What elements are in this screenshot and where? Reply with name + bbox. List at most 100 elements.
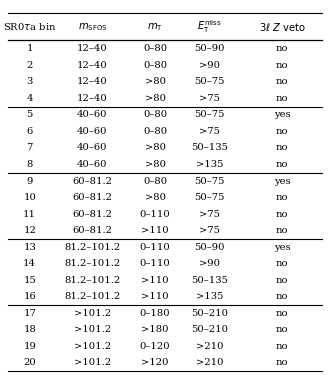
- Text: >210: >210: [196, 342, 223, 351]
- Text: 50–75: 50–75: [194, 177, 225, 186]
- Text: 7: 7: [26, 143, 33, 152]
- Text: $m_{\rm T}$: $m_{\rm T}$: [147, 21, 163, 33]
- Text: 12–40: 12–40: [77, 77, 108, 86]
- Text: 5: 5: [26, 110, 33, 119]
- Text: 60–81.2: 60–81.2: [72, 226, 113, 235]
- Text: no: no: [276, 94, 288, 103]
- Text: >135: >135: [196, 160, 223, 169]
- Text: 40–60: 40–60: [77, 110, 108, 119]
- Text: 0–180: 0–180: [140, 309, 170, 318]
- Text: >110: >110: [141, 292, 169, 301]
- Text: 81.2–101.2: 81.2–101.2: [64, 292, 120, 301]
- Text: no: no: [276, 193, 288, 202]
- Text: 12–40: 12–40: [77, 61, 108, 70]
- Text: 81.2–101.2: 81.2–101.2: [64, 259, 120, 268]
- Text: 0–80: 0–80: [143, 110, 167, 119]
- Text: 16: 16: [23, 292, 36, 301]
- Text: 0–110: 0–110: [140, 243, 171, 252]
- Text: 60–81.2: 60–81.2: [72, 209, 113, 218]
- Text: no: no: [276, 61, 288, 70]
- Text: 3: 3: [26, 77, 33, 86]
- Text: 0–80: 0–80: [143, 44, 167, 53]
- Text: 9: 9: [26, 177, 33, 186]
- Text: 0–80: 0–80: [143, 127, 167, 136]
- Text: 20: 20: [23, 358, 36, 367]
- Text: 19: 19: [23, 342, 36, 351]
- Text: no: no: [276, 44, 288, 53]
- Text: 15: 15: [23, 276, 36, 285]
- Text: 50–210: 50–210: [191, 325, 228, 335]
- Text: >110: >110: [141, 276, 169, 285]
- Text: 50–75: 50–75: [194, 110, 225, 119]
- Text: >75: >75: [199, 226, 220, 235]
- Text: 50–90: 50–90: [194, 243, 225, 252]
- Text: >120: >120: [141, 358, 169, 367]
- Text: >101.2: >101.2: [74, 309, 111, 318]
- Text: yes: yes: [274, 110, 290, 119]
- Text: no: no: [276, 143, 288, 152]
- Text: no: no: [276, 325, 288, 335]
- Text: 40–60: 40–60: [77, 160, 108, 169]
- Text: SR0$\tau$a bin: SR0$\tau$a bin: [3, 21, 56, 33]
- Text: 40–60: 40–60: [77, 127, 108, 136]
- Text: >75: >75: [199, 127, 220, 136]
- Text: no: no: [276, 292, 288, 301]
- Text: 50–90: 50–90: [194, 44, 225, 53]
- Text: no: no: [276, 77, 288, 86]
- Text: >80: >80: [145, 193, 166, 202]
- Text: 0–80: 0–80: [143, 61, 167, 70]
- Text: 50–210: 50–210: [191, 309, 228, 318]
- Text: 17: 17: [23, 309, 36, 318]
- Text: 18: 18: [23, 325, 36, 335]
- Text: >75: >75: [199, 209, 220, 218]
- Text: >80: >80: [145, 77, 166, 86]
- Text: >75: >75: [199, 94, 220, 103]
- Text: 50–75: 50–75: [194, 193, 225, 202]
- Text: no: no: [276, 276, 288, 285]
- Text: >90: >90: [199, 61, 220, 70]
- Text: 4: 4: [26, 94, 33, 103]
- Text: 0–110: 0–110: [140, 259, 171, 268]
- Text: 0–120: 0–120: [140, 342, 170, 351]
- Text: >80: >80: [145, 94, 166, 103]
- Text: $E_{\rm T}^{\rm miss}$: $E_{\rm T}^{\rm miss}$: [197, 19, 222, 35]
- Text: 50–135: 50–135: [191, 276, 228, 285]
- Text: no: no: [276, 342, 288, 351]
- Text: 60–81.2: 60–81.2: [72, 193, 113, 202]
- Text: 60–81.2: 60–81.2: [72, 177, 113, 186]
- Text: yes: yes: [274, 243, 290, 252]
- Text: no: no: [276, 226, 288, 235]
- Text: $m_{\rm SFOS}$: $m_{\rm SFOS}$: [78, 21, 107, 33]
- Text: 81.2–101.2: 81.2–101.2: [64, 243, 120, 252]
- Text: 14: 14: [23, 259, 36, 268]
- Text: 8: 8: [26, 160, 33, 169]
- Text: 12–40: 12–40: [77, 44, 108, 53]
- Text: $3\ell$ $Z$ veto: $3\ell$ $Z$ veto: [258, 21, 306, 33]
- Text: no: no: [276, 259, 288, 268]
- Text: 13: 13: [23, 243, 36, 252]
- Text: 50–75: 50–75: [194, 77, 225, 86]
- Text: >80: >80: [145, 160, 166, 169]
- Text: 10: 10: [23, 193, 36, 202]
- Text: >135: >135: [196, 292, 223, 301]
- Text: 12–40: 12–40: [77, 94, 108, 103]
- Text: 1: 1: [26, 44, 33, 53]
- Text: >101.2: >101.2: [74, 325, 111, 335]
- Text: 50–135: 50–135: [191, 143, 228, 152]
- Text: 12: 12: [23, 226, 36, 235]
- Text: >101.2: >101.2: [74, 342, 111, 351]
- Text: >210: >210: [196, 358, 223, 367]
- Text: >180: >180: [141, 325, 169, 335]
- Text: no: no: [276, 209, 288, 218]
- Text: no: no: [276, 160, 288, 169]
- Text: 6: 6: [27, 127, 33, 136]
- Text: no: no: [276, 127, 288, 136]
- Text: >101.2: >101.2: [74, 358, 111, 367]
- Text: 40–60: 40–60: [77, 143, 108, 152]
- Text: >80: >80: [145, 143, 166, 152]
- Text: no: no: [276, 309, 288, 318]
- Text: no: no: [276, 358, 288, 367]
- Text: >110: >110: [141, 226, 169, 235]
- Text: >90: >90: [199, 259, 220, 268]
- Text: 0–80: 0–80: [143, 177, 167, 186]
